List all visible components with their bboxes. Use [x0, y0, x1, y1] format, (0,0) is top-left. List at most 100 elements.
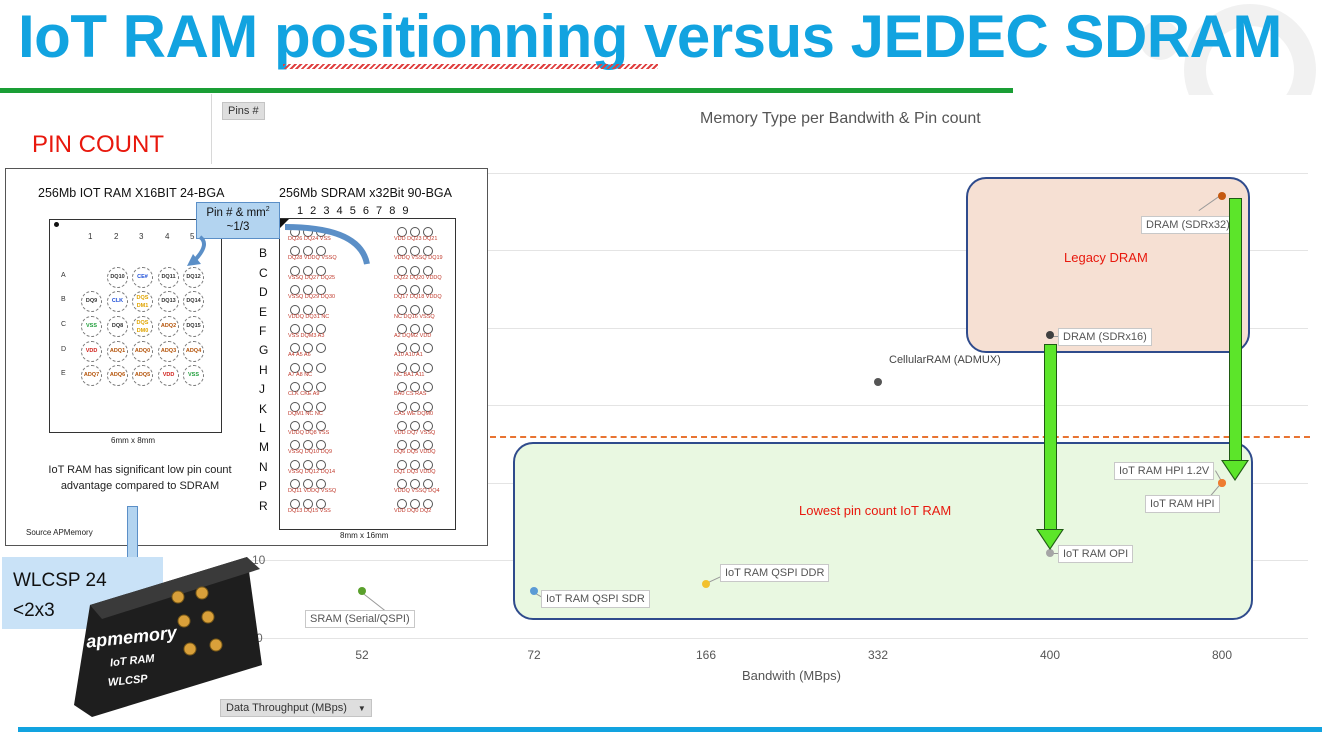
sdram-ball: [290, 440, 300, 451]
sdram-ball-labels: DQ1 DQ3 VDDQ: [394, 468, 436, 475]
data-point: [1046, 331, 1054, 340]
sdram-row-letter: H: [259, 362, 268, 377]
sdram-ball-labels: VDDQ VSSQ DQ4: [394, 488, 440, 495]
iot-ball: CLK: [107, 291, 128, 312]
sdram-ball: [423, 285, 433, 296]
chart-panel-border: [211, 94, 212, 164]
sdram-ball-labels: CLK CKE A9: [288, 391, 320, 398]
iot-ball: DQ15: [183, 316, 204, 337]
sdram-ball: [410, 498, 420, 509]
data-throughput-field-button[interactable]: Data Throughput (MBps) ▼: [220, 699, 372, 717]
sdram-ball: [316, 421, 326, 431]
x-tick-label: 800: [1211, 648, 1233, 662]
data-point: [530, 587, 538, 596]
sdram-ball: [316, 246, 326, 257]
point-label-iot-qspi-sdr: IoT RAM QSPI SDR: [541, 590, 650, 608]
sdram-ball: [410, 304, 420, 315]
gridline: [248, 173, 1308, 174]
data-point: [358, 587, 366, 596]
data-point: [1218, 191, 1226, 200]
data-point: [1218, 478, 1226, 487]
sdram-ball: [397, 246, 407, 257]
iot-col-number: 2: [114, 232, 119, 241]
sdram-ball: [423, 459, 433, 470]
slide-title: IoT RAM positionning versus JEDEC SDRAM: [18, 3, 1282, 70]
iot-ball: DQ13: [158, 291, 179, 312]
sdram-ball-labels: BA0 CS RAS: [394, 391, 427, 398]
sdram-ball: [290, 265, 300, 276]
gridline: [248, 328, 1308, 329]
sdram-ball: [303, 285, 313, 296]
sdram-ball: [290, 343, 300, 354]
sdram-ball: [423, 382, 433, 393]
iot-col-number: 3: [139, 232, 144, 241]
sdram-ball: [290, 304, 300, 315]
sdram-ball-labels: VDDQ VSSQ DQ19: [394, 255, 443, 262]
point-label-dram-x16: DRAM (SDRx16): [1058, 328, 1152, 346]
wlcsp-line2: <2x3: [13, 600, 55, 621]
sdram-ball: [290, 324, 300, 334]
gridline: [248, 638, 1308, 639]
point-label-iot-opi: IoT RAM OPI: [1058, 545, 1134, 563]
wlcsp-text: WLCSP 24 <2x3: [13, 566, 107, 626]
iot-ball: DQS DM1: [132, 291, 153, 312]
sdram-ball-labels: VDDQ DQ31 NC: [288, 313, 330, 320]
sdram-ball: [303, 362, 313, 373]
triangle-down-icon[interactable]: ▼: [357, 704, 366, 713]
sdram-ball: [316, 343, 326, 354]
sdram-ball: [423, 343, 433, 354]
sdram-row-letter: C: [259, 265, 268, 280]
sdram-ball: [303, 382, 313, 393]
data-throughput-label: Data Throughput (MBps): [226, 702, 347, 714]
sdram-ball: [290, 362, 300, 373]
background-logo-watermark: [1140, 4, 1316, 95]
sdram-ball: [316, 459, 326, 470]
sdram-ball-labels: VDD DQ7 VSSQ: [394, 430, 436, 436]
sdram-ball-labels: VSSQ DQ12 DQ14: [288, 468, 336, 475]
sdram-row-letter: D: [259, 285, 268, 300]
sdram-ball: [303, 440, 313, 451]
x-tick-label: 166: [695, 648, 717, 662]
data-point: [702, 579, 710, 588]
y-tick-label: 10: [252, 553, 266, 567]
source-note: Source APMemory: [26, 528, 93, 537]
sdram-ball: [410, 324, 420, 334]
sdram-ball-labels: DQ11 VDDQ VSSQ: [288, 488, 337, 495]
x-tick-label: 400: [1039, 648, 1061, 662]
sdram-ball: [303, 459, 313, 470]
sdram-ball: [397, 304, 407, 315]
sdram-ball-labels: A4 A5 A6: [288, 352, 311, 359]
wlcsp-chip-image: [74, 557, 262, 717]
sdram-ball: [397, 479, 407, 490]
sdram-ball: [410, 246, 420, 257]
iot-row-letter: D: [61, 346, 67, 353]
sdram-ball: [410, 265, 420, 276]
iot-package-title: 256Mb IOT RAM X16BIT 24-BGA: [38, 186, 225, 200]
sdram-ball: [303, 479, 313, 490]
pins-field-button[interactable]: Pins #: [222, 102, 265, 120]
sdram-ball-labels: NC BA1 A11: [394, 371, 425, 378]
sdram-ball: [423, 227, 433, 237]
point-label-cellularram: CellularRAM (ADMUX): [889, 354, 1001, 366]
iot-ball: CE#: [132, 267, 153, 288]
pin1-marker: [54, 222, 59, 227]
iot-ball: ADQ3: [158, 341, 179, 362]
pin1-marker: [280, 219, 289, 228]
legacy-dram-label: Legacy DRAM: [1064, 250, 1148, 265]
iot-row-letter: A: [61, 272, 66, 279]
x-tick-label: 332: [867, 648, 889, 662]
iot-ball: DQ10: [107, 267, 128, 288]
down-arrow-icon: [1038, 530, 1062, 548]
sdram-ball: [303, 324, 313, 334]
sdram-ball: [410, 401, 420, 412]
pin-count-note: IoT RAM has significant low pin count ad…: [48, 464, 232, 492]
point-label-sram: SRAM (Serial/QSPI): [305, 610, 415, 628]
iot-ball: ADQ1: [107, 341, 128, 362]
sdram-row-letter: M: [259, 440, 269, 455]
iot-ball: DQ12: [183, 267, 204, 288]
sdram-ball: [290, 498, 300, 509]
sdram-ball: [303, 304, 313, 315]
iot-col-number: 5: [190, 232, 195, 241]
iot-ball: ADQ4: [183, 341, 204, 362]
arrow-shaft: [127, 506, 138, 562]
